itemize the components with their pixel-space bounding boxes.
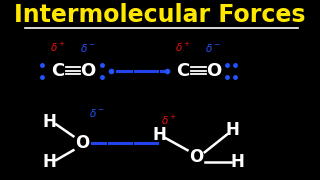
Text: $\delta^+$: $\delta^+$ — [161, 114, 176, 127]
Text: $\delta^+$: $\delta^+$ — [175, 41, 191, 55]
Text: H: H — [153, 126, 167, 144]
Text: O: O — [206, 62, 221, 80]
Text: C: C — [51, 62, 65, 80]
Text: C: C — [177, 62, 190, 80]
Text: O: O — [189, 148, 203, 166]
Text: H: H — [42, 113, 56, 131]
Text: H: H — [226, 121, 239, 139]
Text: $\delta^-$: $\delta^-$ — [89, 107, 105, 120]
Text: $\delta^-$: $\delta^-$ — [205, 42, 221, 54]
Text: Intermolecular Forces: Intermolecular Forces — [14, 3, 306, 27]
Text: $\delta^-$: $\delta^-$ — [80, 42, 96, 54]
Text: $\delta^+$: $\delta^+$ — [50, 41, 66, 55]
Text: H: H — [231, 153, 244, 171]
Text: O: O — [80, 62, 96, 80]
Text: H: H — [42, 153, 56, 171]
Text: O: O — [75, 134, 89, 152]
